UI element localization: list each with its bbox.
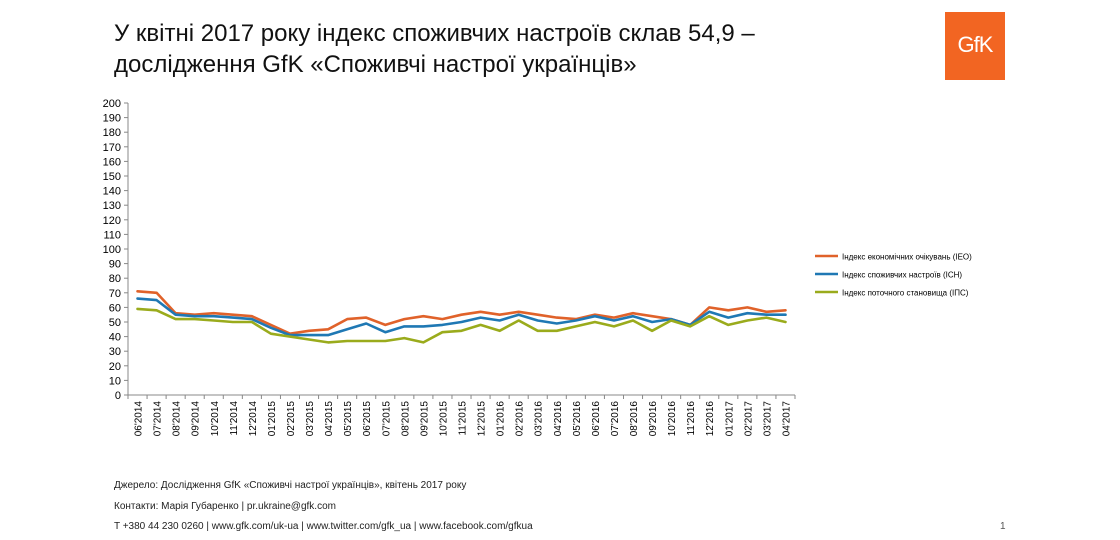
x-tick-label: 09'2015 (419, 401, 430, 437)
logo-text: GfK (957, 32, 994, 57)
y-tick-label: 100 (103, 244, 121, 256)
y-tick-label: 10 (109, 375, 121, 387)
y-tick-label: 20 (109, 361, 121, 373)
x-tick-label: 12'2016 (705, 401, 716, 437)
x-tick-label: 05'2016 (572, 401, 583, 437)
x-tick-label: 11'2014 (229, 401, 240, 436)
y-tick-label: 110 (103, 229, 121, 241)
series-line-1 (136, 289, 787, 336)
x-tick-label: 09'2014 (191, 401, 202, 437)
y-tick-label: 80 (109, 273, 121, 285)
x-tick-label: 10'2016 (667, 401, 678, 437)
y-tick-label: 150 (103, 171, 121, 183)
title-line-1: У квітні 2017 року індекс споживчих наст… (114, 20, 755, 47)
page-number: 1 (1000, 521, 1006, 532)
title-line-2: дослідження GfK «Споживчі настрої україн… (114, 51, 637, 78)
y-tick-label: 90 (109, 259, 121, 271)
x-tick-label: 03'2017 (762, 401, 773, 437)
x-tick-label: 03'2016 (534, 401, 545, 437)
series-line-3 (136, 307, 787, 344)
x-tick-label: 10'2014 (210, 401, 221, 437)
x-tick-label: 02'2017 (743, 401, 754, 437)
y-tick-label: 60 (109, 302, 121, 314)
contacts-note: Контакти: Марія Губаренко | pr.ukraine@g… (114, 501, 336, 512)
y-tick-label: 120 (103, 215, 121, 227)
x-tick-label: 06'2015 (362, 401, 373, 437)
y-tick-label: 30 (109, 346, 121, 358)
x-tick-label: 03'2015 (305, 401, 316, 437)
x-tick-label: 11'2015 (458, 401, 469, 436)
x-tick-label: 02'2016 (515, 401, 526, 437)
gfk-logo: GfK (945, 12, 1005, 80)
x-tick-label: 01'2016 (496, 401, 507, 437)
x-tick-label: 06'2014 (134, 401, 145, 437)
y-tick-label: 170 (103, 142, 121, 154)
source-note: Джерело: Дослідження GfK «Споживчі настр… (114, 480, 467, 491)
x-tick-label: 05'2015 (343, 401, 354, 437)
y-tick-label: 50 (109, 317, 121, 329)
legend-label-1: Індекс економічних очікувань (IEO) (842, 253, 972, 262)
x-tick-label: 09'2016 (648, 401, 659, 437)
x-tick-label: 04'2016 (553, 401, 564, 437)
y-tick-label: 70 (109, 288, 121, 300)
legend-label-2: Індекс споживчих настроїв (ІСН) (842, 271, 962, 280)
x-tick-label: 07'2016 (610, 401, 621, 437)
legend-label-3: Індекс поточного становища (ІПС) (842, 289, 969, 298)
x-tick-label: 12'2014 (248, 401, 259, 437)
y-tick-label: 180 (103, 127, 121, 139)
y-tick-label: 0 (115, 390, 121, 402)
y-tick-label: 130 (103, 200, 121, 212)
y-tick-label: 160 (103, 156, 121, 168)
x-tick-label: 01'2015 (267, 401, 278, 437)
x-tick-label: 08'2014 (172, 401, 183, 437)
x-tick-label: 07'2015 (381, 401, 392, 437)
x-tick-label: 10'2015 (438, 401, 449, 437)
y-tick-label: 40 (109, 332, 121, 344)
series-line-2 (136, 297, 787, 337)
x-tick-label: 12'2015 (477, 401, 488, 437)
slide-title: У квітні 2017 року індекс споживчих наст… (114, 18, 894, 80)
x-tick-label: 11'2016 (686, 401, 697, 436)
x-tick-label: 02'2015 (286, 401, 297, 437)
x-tick-label: 08'2016 (629, 401, 640, 437)
x-tick-label: 08'2015 (400, 401, 411, 437)
x-tick-label: 07'2014 (153, 401, 164, 437)
y-tick-label: 140 (103, 186, 121, 198)
x-tick-label: 04'2015 (324, 401, 335, 437)
y-tick-label: 200 (103, 98, 121, 110)
x-tick-label: 01'2017 (724, 401, 735, 437)
x-tick-label: 04'2017 (781, 401, 792, 437)
x-tick-label: 06'2016 (591, 401, 602, 437)
links-note: T +380 44 230 0260 | www.gfk.com/uk-ua |… (114, 521, 533, 532)
y-tick-label: 190 (103, 113, 121, 125)
